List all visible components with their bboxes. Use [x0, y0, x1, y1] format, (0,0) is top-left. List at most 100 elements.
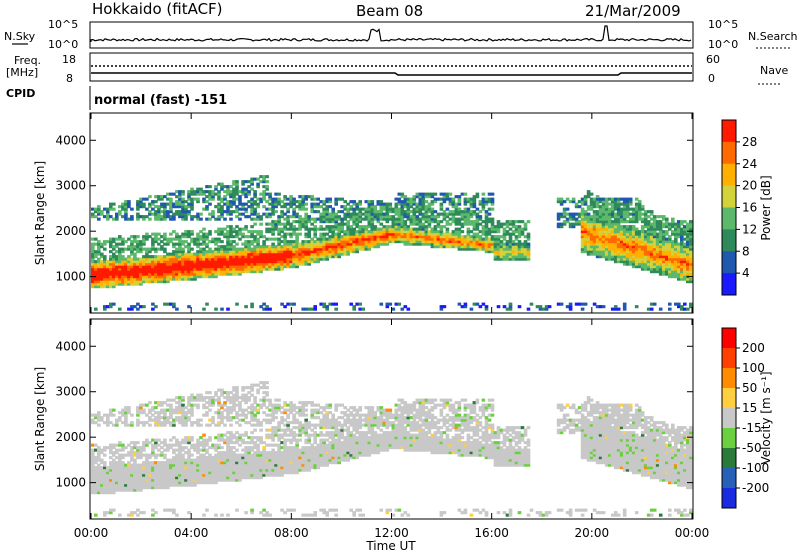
power-cell: [689, 252, 693, 256]
power-cell: [580, 302, 585, 306]
power-cell: [238, 217, 242, 221]
power-cell: [178, 257, 182, 261]
velocity-cell: [130, 513, 134, 517]
power-cell: [367, 217, 372, 221]
power-cell: [148, 205, 152, 209]
power-cell: [671, 255, 675, 259]
power-cell: [256, 185, 260, 189]
power-cell: [289, 262, 293, 266]
power-cell: [460, 235, 465, 239]
power-cell: [226, 205, 230, 209]
power-cell: [622, 215, 627, 219]
power-cell: [436, 242, 441, 246]
power-cell: [208, 275, 212, 279]
power-cell: [583, 220, 588, 224]
velocity-cell: [208, 461, 212, 465]
power-cell: [662, 267, 666, 271]
power-cell: [277, 200, 281, 204]
power-cell: [668, 260, 672, 264]
power-cell: [680, 220, 684, 224]
power-cell: [274, 267, 278, 271]
velocity-cell: [169, 438, 173, 442]
power-cell: [250, 247, 254, 251]
power-cell: [460, 212, 465, 216]
power-cell: [628, 245, 633, 249]
power-cell: [655, 232, 660, 236]
power-cell: [523, 242, 528, 246]
power-cell: [142, 280, 146, 284]
power-cell: [115, 265, 119, 269]
power-cell: [199, 250, 203, 254]
velocity-cell: [160, 401, 164, 405]
velocity-cell: [199, 441, 203, 445]
velocity-cell: [112, 458, 116, 462]
velocity-cell: [124, 408, 128, 412]
velocity-cell: [94, 456, 98, 460]
power-cell: [238, 270, 242, 274]
power-cell: [628, 197, 633, 201]
power-cell: [103, 265, 107, 269]
power-cell: [487, 247, 492, 251]
velocity-cell: [109, 491, 113, 495]
velocity-cell: [187, 438, 191, 442]
power-cell: [349, 242, 353, 246]
power-cell: [274, 265, 278, 269]
power-cell: [604, 230, 609, 234]
power-cell: [361, 247, 365, 251]
power-cell: [214, 250, 218, 254]
velocity-cell: [169, 423, 173, 427]
power-cell: [361, 235, 365, 239]
power-cell: [184, 212, 188, 216]
power-cell: [181, 205, 185, 209]
velocity-cell: [115, 443, 119, 447]
power-cell: [208, 267, 212, 271]
power-cell: [376, 230, 381, 234]
power-cell: [589, 205, 594, 209]
power-cell: [418, 200, 423, 204]
power-cell: [562, 200, 567, 204]
power-cell: [631, 230, 636, 234]
power-cell: [130, 277, 134, 281]
power-cell: [304, 252, 308, 256]
power-cell: [388, 207, 393, 211]
power-cell: [220, 245, 224, 249]
velocity-cell: [166, 421, 170, 425]
power-cell: [499, 240, 504, 244]
power-cell: [508, 302, 513, 306]
power-cell: [466, 230, 471, 234]
power-cell: [124, 215, 128, 219]
power-cell: [187, 250, 191, 254]
power-cell: [322, 200, 326, 204]
velocity-cell: [205, 406, 209, 410]
power-cell: [313, 217, 317, 221]
velocity-cell: [190, 458, 194, 462]
power-cell: [385, 220, 390, 224]
power-cell: [214, 247, 218, 251]
velocity-cell: [181, 481, 185, 485]
power-cell: [382, 207, 387, 211]
power-cell: [121, 257, 125, 261]
power-cell: [680, 260, 684, 264]
power-cell: [334, 197, 338, 201]
power-cell: [271, 267, 275, 271]
power-cell: [478, 210, 483, 214]
power-cell: [619, 202, 624, 206]
power-cell: [322, 250, 326, 254]
velocity-cell: [145, 466, 149, 470]
power-cell: [622, 227, 627, 231]
power-cell: [175, 262, 179, 266]
power-cell: [619, 230, 624, 234]
power-cell: [163, 217, 167, 221]
power-cell: [391, 232, 396, 236]
velocity-cell: [190, 476, 194, 480]
power-cell: [686, 227, 690, 231]
velocity-cell: [169, 466, 173, 470]
power-cell: [436, 212, 441, 216]
power-cell: [202, 190, 206, 194]
power-cell: [232, 180, 236, 184]
power-cell: [352, 202, 356, 206]
power-cell: [652, 260, 657, 264]
power-cell: [190, 240, 194, 244]
power-cell: [613, 245, 618, 249]
velocity-cell: [214, 463, 218, 467]
